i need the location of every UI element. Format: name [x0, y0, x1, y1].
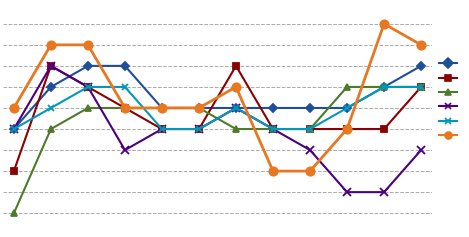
- Legend: , , , , , : , , , , ,: [437, 57, 466, 143]
